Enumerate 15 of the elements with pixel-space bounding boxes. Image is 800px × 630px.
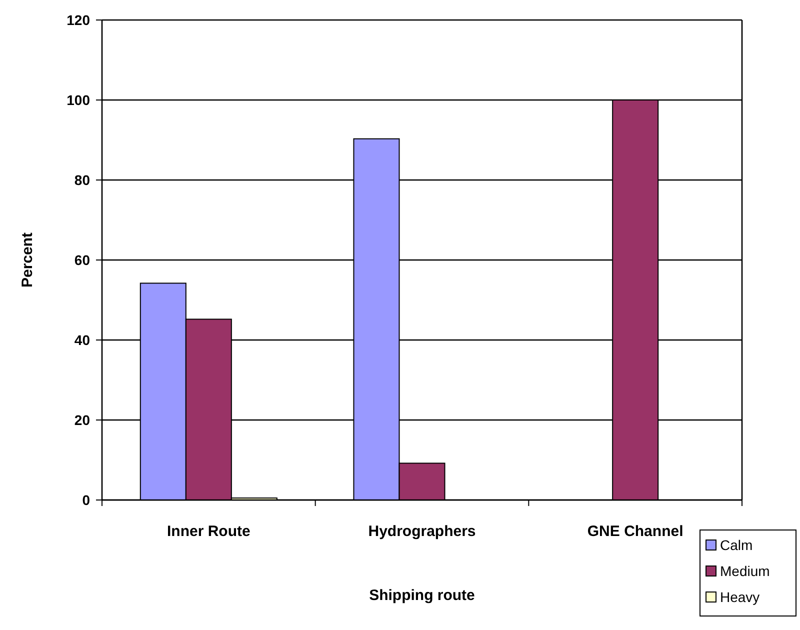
- legend-label: Medium: [720, 563, 770, 579]
- y-tick-label: 80: [74, 172, 90, 188]
- x-tick-label: GNE Channel: [587, 523, 684, 540]
- x-tick-label: Hydrographers: [368, 523, 476, 540]
- legend-label: Calm: [720, 537, 753, 553]
- legend-label: Heavy: [720, 589, 760, 605]
- y-axis-title: Percent: [19, 232, 36, 288]
- y-tick-label: 100: [66, 92, 90, 108]
- x-axis-title: Shipping route: [369, 587, 475, 604]
- y-tick-label: 40: [74, 332, 90, 348]
- y-tick-label: 0: [82, 492, 90, 508]
- y-tick-label: 20: [74, 412, 90, 428]
- x-tick-label: Inner Route: [166, 523, 250, 540]
- y-tick-label: 120: [66, 12, 90, 28]
- y-tick-label: 60: [74, 252, 90, 268]
